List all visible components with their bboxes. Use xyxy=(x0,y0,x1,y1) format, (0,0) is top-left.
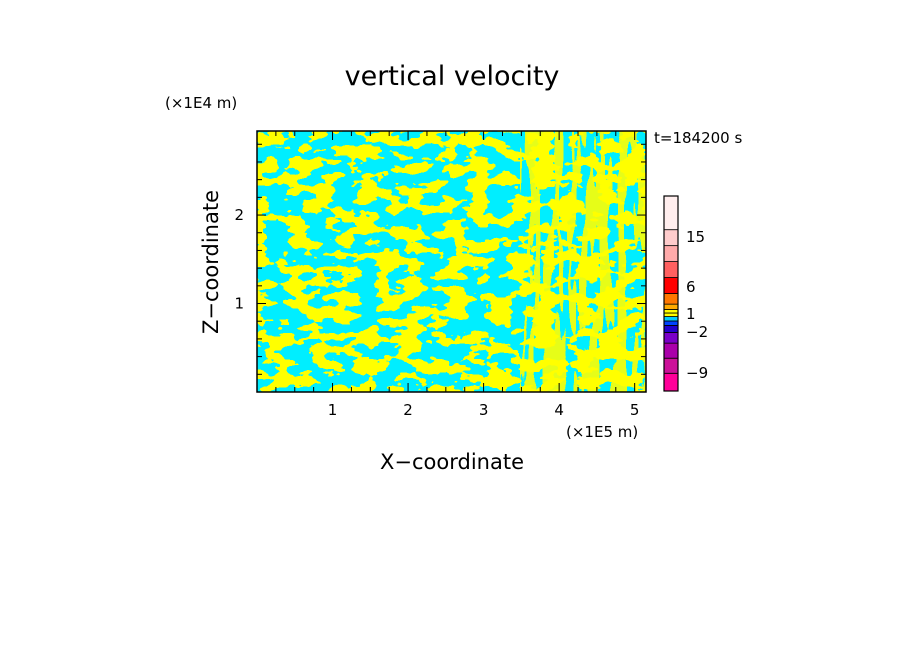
x-axis-unit: (×1E5 m) xyxy=(566,423,638,441)
colorbar-segment xyxy=(663,372,679,392)
colorbar-segment xyxy=(663,277,679,294)
colorbar-segment xyxy=(663,293,679,305)
colorbar-segment xyxy=(663,245,679,262)
colorbar-label: −2 xyxy=(686,323,708,341)
y-tick-label: 2 xyxy=(234,206,244,224)
colorbar-segment xyxy=(663,325,679,333)
colorbar-segment xyxy=(663,261,679,278)
colorbar-segment xyxy=(663,195,679,231)
colorbar-label: 1 xyxy=(686,305,696,323)
x-tick-label: 3 xyxy=(479,401,489,419)
colorbar-segment xyxy=(663,309,679,314)
colorbar-frame xyxy=(663,195,679,392)
colorbar-label: 6 xyxy=(686,278,696,296)
colorbar-segment xyxy=(663,320,679,326)
colorbar-labels: 15 6 1−2 −9 xyxy=(686,228,708,382)
x-axis-ticks: 1 2 3 4 5 xyxy=(275,131,640,419)
colorbar-segment xyxy=(663,303,679,310)
colorbar-segment xyxy=(663,332,679,344)
plot-frame xyxy=(256,130,647,393)
x-tick-label: 1 xyxy=(328,401,338,419)
colorbar xyxy=(663,195,679,392)
x-axis-title: X−coordinate xyxy=(380,450,524,474)
y-axis-ticks: 12 xyxy=(234,143,646,375)
x-tick-label: 4 xyxy=(554,401,564,419)
colorbar-segment xyxy=(663,229,679,247)
colorbar-segment xyxy=(663,312,679,317)
chart-title: vertical velocity xyxy=(345,61,560,92)
velocity-field xyxy=(257,131,646,392)
colorbar-segment xyxy=(663,316,679,322)
colorbar-segment xyxy=(663,342,679,359)
y-axis-title: Z−coordinate xyxy=(199,190,223,334)
x-tick-label: 2 xyxy=(403,401,413,419)
colorbar-label: −9 xyxy=(686,364,708,382)
time-label: t=184200 s xyxy=(654,129,742,147)
colorbar-label: 15 xyxy=(686,228,705,246)
positive-velocity-streaks xyxy=(520,131,646,392)
y-axis-unit: (×1E4 m) xyxy=(165,94,237,112)
y-tick-label: 1 xyxy=(234,295,244,313)
x-tick-label: 5 xyxy=(630,401,640,419)
colorbar-segment xyxy=(663,357,679,374)
